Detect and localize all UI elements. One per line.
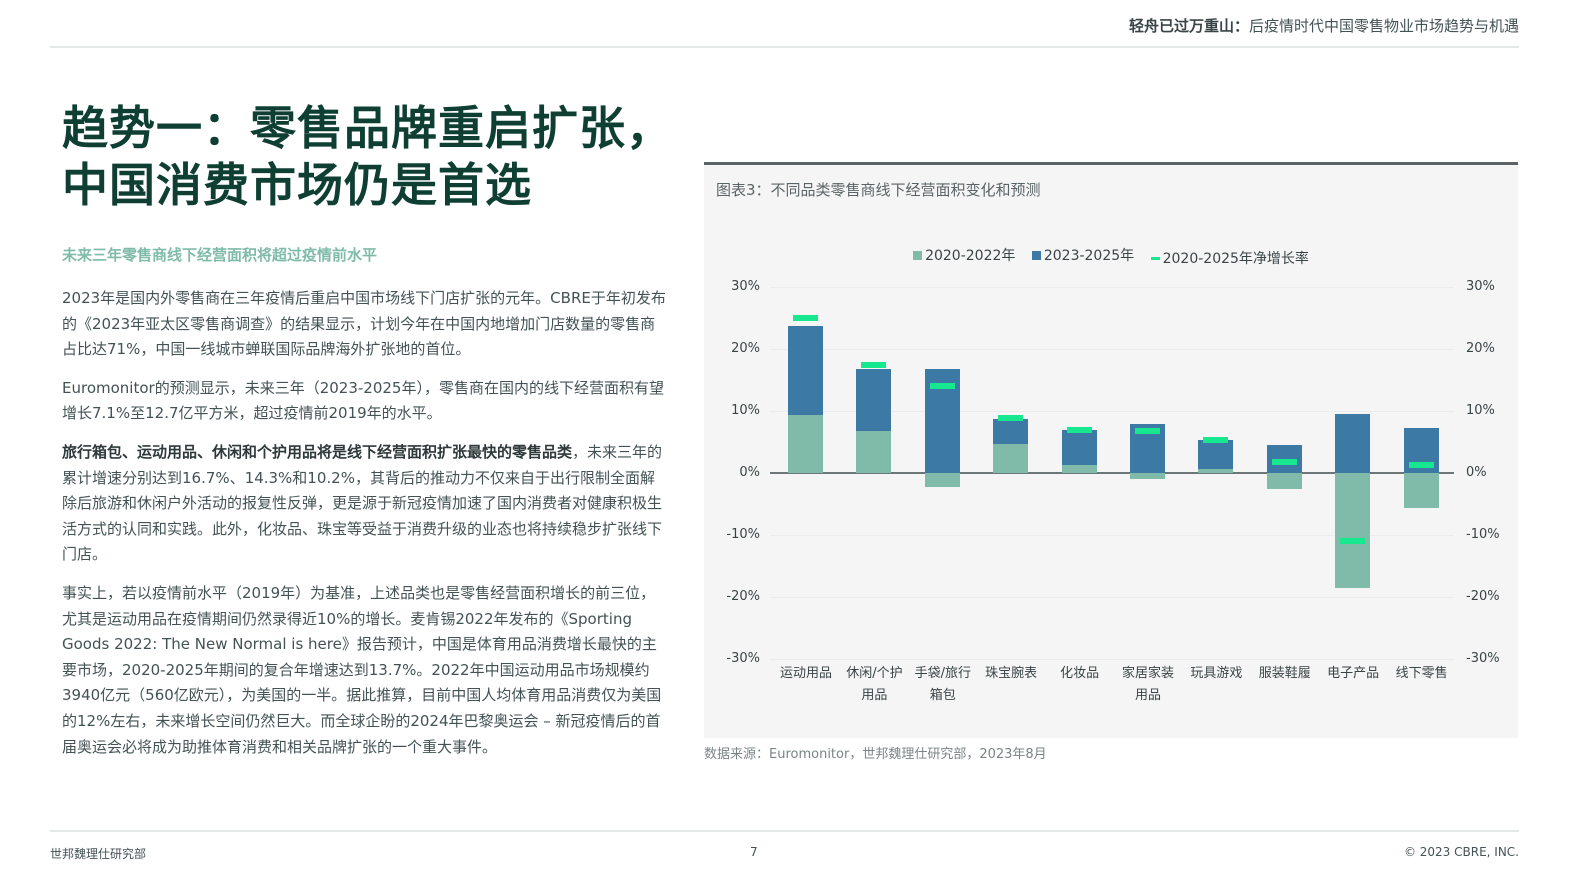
- net-growth-marker: [861, 361, 887, 368]
- right-axis-tick-label: -30%: [1466, 651, 1500, 666]
- chart-source: 数据来源：Euromonitor，世邦魏理仕研究部，2023年8月: [704, 747, 1047, 762]
- paragraph-2: Euromonitor的预测显示，未来三年（2023-2025年），零售商在国内…: [62, 378, 664, 423]
- paragraph-3: 旅行箱包、运动用品、休闲和个护用品将是线下经营面积扩张最快的零售品类，未来三年的…: [62, 440, 667, 568]
- legend-item-2023-2025: 2023-2025年: [1031, 245, 1135, 265]
- report-title: 后疫情时代中国零售物业市场趋势与机遇: [1248, 16, 1519, 35]
- chart-legend: 2020-2022年 2023-2025年 2020-2025年净增长率: [704, 245, 1518, 268]
- left-axis-tick-label: -20%: [726, 589, 760, 604]
- legend-swatch-net: [1150, 256, 1160, 260]
- net-growth-marker: [1408, 461, 1434, 468]
- paragraph-3-bold: 旅行箱包、运动用品、休闲和个护用品将是线下经营面积扩张最快的零售品类: [62, 442, 573, 461]
- bar-2023-2025: [993, 419, 1029, 444]
- category-label: 家居家装 用品: [1121, 666, 1174, 703]
- gridline: [770, 411, 1454, 412]
- section-subtitle: 未来三年零售商线下经营面积将超过疫情前水平: [62, 246, 378, 264]
- left-axis-tick-label: 10%: [731, 403, 760, 418]
- category-label: 运动用品: [779, 666, 832, 681]
- category-label: 化妆品: [1060, 666, 1100, 681]
- legend-swatch-blue: [1031, 250, 1041, 260]
- left-axis-tick-label: 0%: [739, 465, 760, 480]
- bar-2020-2022: [788, 414, 823, 473]
- page-number: 7: [750, 845, 758, 859]
- legend-swatch-teal: [913, 250, 923, 260]
- bar-2023-2025: [1061, 430, 1097, 465]
- title-line-2: 中国消费市场仍是首选: [62, 158, 532, 212]
- bar-2020-2022: [1061, 464, 1097, 473]
- gridline: [770, 535, 1454, 536]
- legend-item-2020-2022: 2020-2022年: [913, 245, 1015, 265]
- left-axis-tick-label: -10%: [726, 527, 760, 542]
- footer-org: 世邦魏理仕研究部: [50, 847, 147, 861]
- paragraph-3-rest: ，未来三年的累计增速分别达到16.7%、14.3%和10.2%，其背后的推动力不…: [62, 442, 663, 564]
- left-axis-tick-label: -30%: [726, 651, 760, 666]
- body-text: 2023年是国内外零售商在三年疫情后重启中国市场线下门店扩张的元年。CBRE于年…: [62, 286, 667, 773]
- footer-divider: [50, 830, 1519, 832]
- bar-2020-2022: [1403, 473, 1439, 508]
- zero-axis-line: [770, 472, 1454, 474]
- right-axis-tick-label: 30%: [1466, 279, 1495, 294]
- category-label: 线下零售: [1395, 666, 1448, 681]
- right-axis-tick-label: 0%: [1466, 465, 1487, 480]
- page-title: 趋势一：零售品牌重启扩张， 中国消费市场仍是首选: [62, 100, 682, 214]
- legend-label: 2020-2025年净增长率: [1162, 251, 1309, 267]
- category-label: 休闲/个护 用品: [846, 666, 903, 703]
- chart-title: 图表3：不同品类零售商线下经营面积变化和预测: [716, 181, 1041, 199]
- net-growth-marker: [1135, 427, 1160, 434]
- gridline: [770, 597, 1454, 598]
- bar-2023-2025: [1198, 440, 1234, 470]
- net-growth-marker: [998, 414, 1024, 421]
- paragraph-1: 2023年是国内外零售商在三年疫情后重启中国市场线下门店扩张的元年。CBRE于年…: [62, 289, 666, 359]
- gridline: [770, 349, 1454, 350]
- net-growth-marker: [1271, 458, 1297, 465]
- bar-2023-2025: [1335, 414, 1371, 473]
- legend-item-net-growth: 2020-2025年净增长率: [1150, 248, 1309, 268]
- gridline: [770, 659, 1454, 660]
- title-line-1: 趋势一：零售品牌重启扩张，: [62, 101, 673, 155]
- category-label: 服装鞋履: [1258, 666, 1311, 681]
- bar-2020-2022: [1335, 473, 1371, 588]
- category-label: 电子产品: [1327, 666, 1380, 681]
- left-axis-tick-label: 30%: [731, 279, 760, 294]
- net-growth-marker: [1340, 537, 1366, 544]
- category-label: 玩具游戏: [1190, 666, 1243, 681]
- bar-2023-2025: [856, 368, 892, 432]
- bar-2020-2022: [993, 443, 1029, 473]
- net-growth-marker: [929, 383, 955, 390]
- bar-2020-2022: [1198, 469, 1234, 473]
- net-growth-marker: [793, 315, 818, 321]
- report-title-bold: 轻舟已过万重山：: [1128, 16, 1249, 35]
- net-growth-marker: [1066, 426, 1092, 433]
- right-axis-tick-label: -10%: [1466, 527, 1500, 542]
- right-axis-tick-label: -20%: [1466, 589, 1500, 604]
- category-label: 手袋/旅行 箱包: [914, 666, 971, 703]
- bar-2020-2022: [1266, 473, 1302, 490]
- bar-2020-2022: [924, 473, 960, 488]
- legend-label: 2020-2022年: [925, 248, 1016, 264]
- bar-2023-2025: [788, 326, 823, 415]
- gridline: [770, 287, 1454, 288]
- category-label: 珠宝腕表: [985, 666, 1038, 681]
- paragraph-4: 事实上，若以疫情前水平（2019年）为基准，上述品类也是零售经营面积增长的前三位…: [62, 583, 662, 756]
- right-axis-tick-label: 20%: [1466, 341, 1495, 356]
- bar-2020-2022: [1130, 473, 1165, 480]
- net-growth-marker: [1203, 437, 1229, 444]
- right-axis-tick-label: 10%: [1466, 403, 1495, 418]
- chart-panel: 图表3：不同品类零售商线下经营面积变化和预测 2020-2022年 2023-2…: [704, 162, 1518, 738]
- bar-2020-2022: [856, 431, 892, 473]
- left-axis-tick-label: 20%: [731, 341, 760, 356]
- legend-label: 2023-2025年: [1043, 248, 1135, 264]
- copyright: © 2023 CBRE, INC.: [1403, 845, 1519, 859]
- report-header: 轻舟已过万重山： 后疫情时代中国零售物业市场趋势与机遇: [50, 0, 1519, 48]
